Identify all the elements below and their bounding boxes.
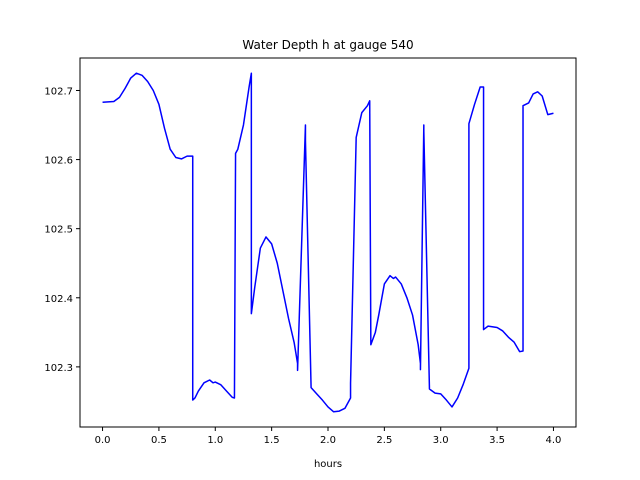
axes: 0.0 0.5 1.0 1.5 2.0 2.5 3.0 3.5 4.0 102.3 102.4 102… [44,57,577,446]
x-tick-label: 0.5 [151,435,167,446]
x-tick-label: 1.0 [207,435,223,446]
y-tick-label: 102.5 [44,225,73,236]
y-tick-label: 102.7 [44,86,73,97]
y-tick-label: 102.6 [44,156,73,167]
y-tick-label: 102.4 [44,294,73,305]
plot-area [102,72,554,413]
x-tick-label: 2.5 [376,435,392,446]
x-tick-label: 4.0 [546,435,562,446]
series-line-0 [102,72,554,413]
chart-title: Water Depth h at gauge 540 [242,38,413,52]
x-tick-label: 1.5 [264,435,280,446]
x-axis-label: hours [314,459,342,470]
y-tick-label: 102.3 [44,363,73,374]
x-tick-label: 2.0 [320,435,336,446]
x-tick-label: 3.0 [433,435,449,446]
x-tick-label: 0.0 [95,435,111,446]
x-tick-label: 3.5 [489,435,505,446]
